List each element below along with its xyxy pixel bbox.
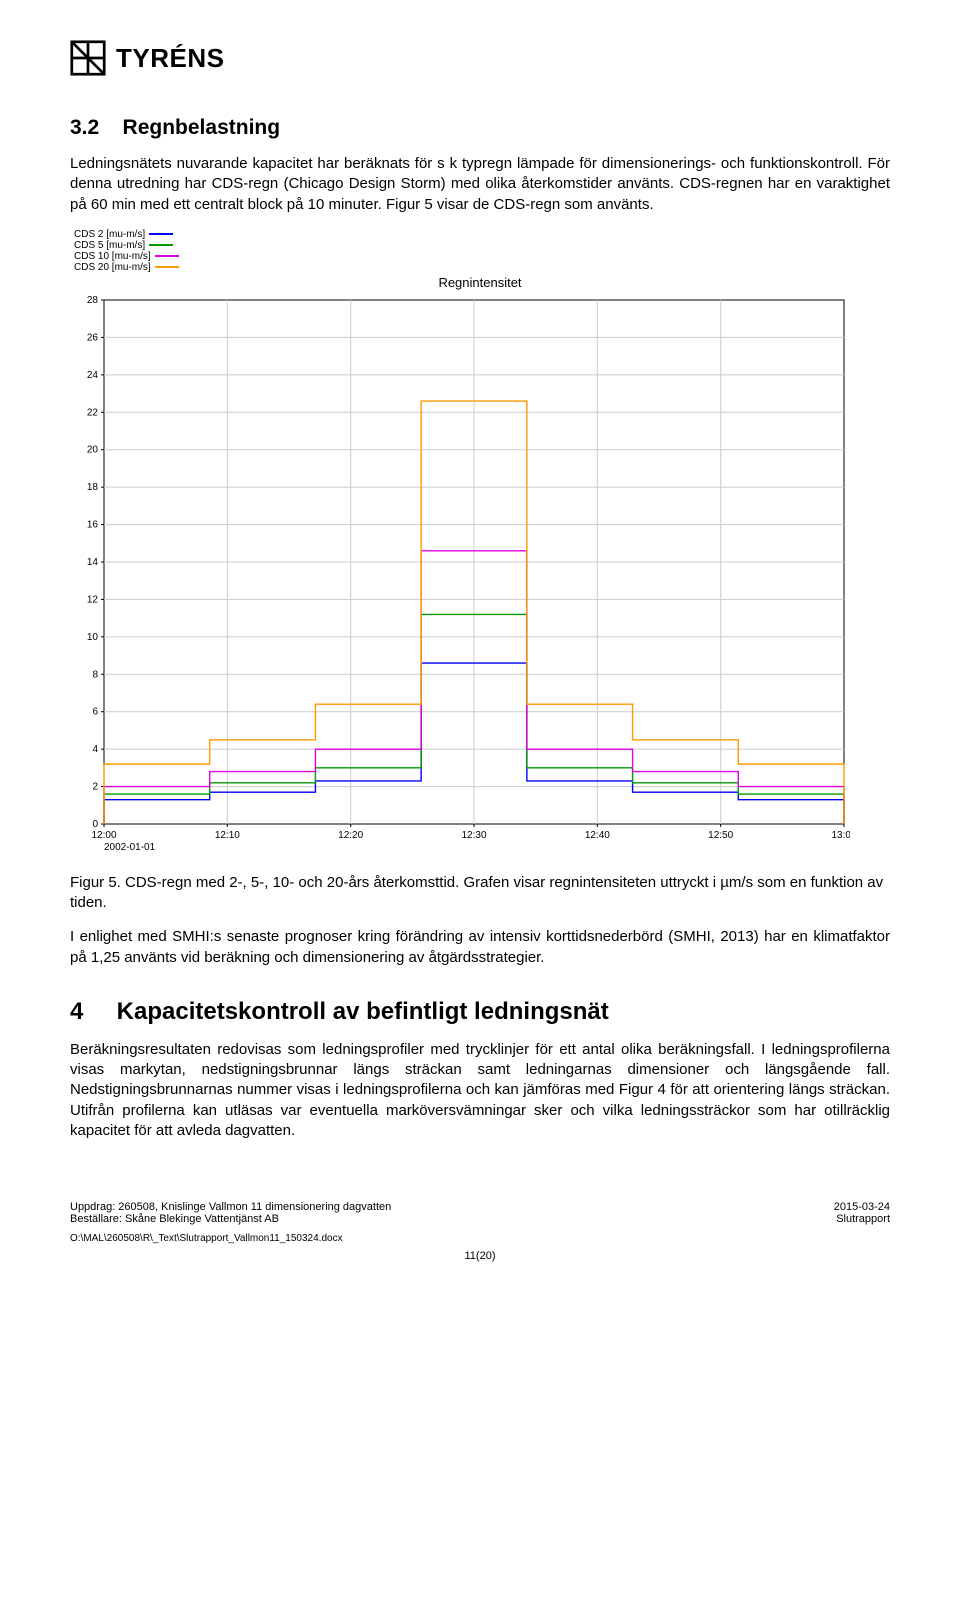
tyrens-logo-icon [70, 40, 106, 76]
legend-label: CDS 5 [mu-m/s] [74, 240, 145, 251]
svg-text:12:40: 12:40 [585, 830, 610, 841]
svg-text:0: 0 [92, 819, 98, 830]
section-4-heading: 4 Kapacitetskontroll av befintligt ledni… [70, 998, 890, 1026]
svg-text:12:00: 12:00 [91, 830, 116, 841]
footer-reporttype: Slutrapport [834, 1213, 890, 1225]
svg-text:13:00: 13:00 [831, 830, 850, 841]
svg-text:2002-01-01: 2002-01-01 [104, 842, 156, 853]
legend-item: CDS 5 [mu-m/s] [74, 240, 890, 251]
chart-legend: CDS 2 [mu-m/s]CDS 5 [mu-m/s]CDS 10 [mu-m… [74, 229, 890, 273]
svg-text:8: 8 [92, 669, 98, 680]
footer: Uppdrag: 260508, Knislinge Vallmon 11 di… [70, 1201, 890, 1262]
section-title: Regnbelastning [123, 116, 281, 139]
chart-title: Regnintensitet [70, 275, 890, 290]
paragraph-3: Beräkningsresultaten redovisas som ledni… [70, 1040, 890, 1141]
svg-text:14: 14 [87, 557, 99, 568]
svg-text:28: 28 [87, 295, 99, 306]
logo-text: TYRÉNS [116, 43, 224, 74]
svg-text:20: 20 [87, 444, 99, 455]
legend-item: CDS 2 [mu-m/s] [74, 229, 890, 240]
legend-label: CDS 20 [mu-m/s] [74, 262, 151, 273]
legend-item: CDS 20 [mu-m/s] [74, 262, 890, 273]
section-number: 3.2 [70, 116, 99, 139]
svg-text:24: 24 [87, 370, 99, 381]
logo: TYRÉNS [70, 40, 890, 76]
svg-text:4: 4 [92, 744, 98, 755]
footer-filepath: O:\MAL\260508\R\_Text\Slutrapport_Vallmo… [70, 1233, 890, 1244]
legend-swatch [149, 244, 173, 246]
svg-text:22: 22 [87, 407, 99, 418]
figure-caption: Figur 5. CDS-regn med 2-, 5-, 10- och 20… [70, 873, 890, 914]
svg-text:12: 12 [87, 594, 99, 605]
svg-text:18: 18 [87, 482, 99, 493]
svg-text:12:10: 12:10 [215, 830, 240, 841]
section-title: Kapacitetskontroll av befintligt ledning… [117, 998, 609, 1025]
page: TYRÉNS 3.2 Regnbelastning Ledningsnätets… [0, 0, 960, 1292]
svg-text:12:20: 12:20 [338, 830, 363, 841]
section-number: 4 [70, 998, 110, 1026]
section-3-2-heading: 3.2 Regnbelastning [70, 116, 890, 140]
paragraph-2: I enlighet med SMHI:s senaste prognoser … [70, 927, 890, 968]
legend-swatch [155, 266, 179, 268]
footer-date: 2015-03-24 [834, 1201, 890, 1213]
svg-text:10: 10 [87, 632, 99, 643]
footer-pagenum: 11(20) [70, 1250, 890, 1262]
svg-text:12:30: 12:30 [461, 830, 486, 841]
chart-container: CDS 2 [mu-m/s]CDS 5 [mu-m/s]CDS 10 [mu-m… [70, 229, 890, 859]
chart-svg: 024681012141618202224262812:0012:1012:20… [70, 294, 850, 854]
paragraph-1: Ledningsnätets nuvarande kapacitet har b… [70, 154, 890, 215]
footer-assignment: Uppdrag: 260508, Knislinge Vallmon 11 di… [70, 1201, 391, 1213]
legend-label: CDS 10 [mu-m/s] [74, 251, 151, 262]
svg-text:26: 26 [87, 332, 99, 343]
legend-item: CDS 10 [mu-m/s] [74, 251, 890, 262]
svg-text:12:50: 12:50 [708, 830, 733, 841]
legend-swatch [149, 233, 173, 235]
svg-text:2: 2 [92, 781, 98, 792]
legend-label: CDS 2 [mu-m/s] [74, 229, 145, 240]
svg-text:6: 6 [92, 706, 98, 717]
legend-swatch [155, 255, 179, 257]
footer-client: Beställare: Skåne Blekinge Vattentjänst … [70, 1213, 391, 1225]
svg-text:16: 16 [87, 519, 99, 530]
